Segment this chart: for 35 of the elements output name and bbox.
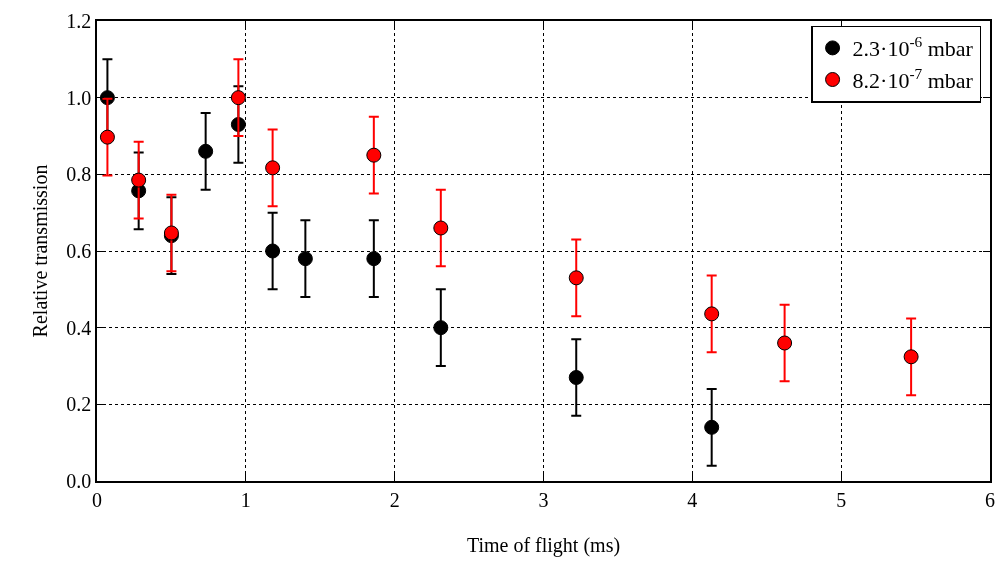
- y-tick-label: 0.6: [66, 240, 92, 262]
- point: [366, 251, 382, 267]
- point: [433, 320, 449, 336]
- point: [704, 306, 720, 322]
- point: [198, 143, 214, 159]
- point: [433, 220, 449, 236]
- legend-label: 2.3·10$^{-6}$ mbar: [852, 33, 974, 62]
- x-tick-label: 0: [92, 488, 102, 511]
- y-tick-label: 0.2: [66, 393, 92, 416]
- y-tick-label: 0.0: [66, 470, 92, 492]
- x-tick-label: 3: [538, 488, 549, 511]
- point: [230, 90, 246, 106]
- x-tick-label: 1: [240, 488, 251, 511]
- point: [265, 243, 281, 259]
- y-tick-label: 0.8: [66, 163, 92, 186]
- point: [131, 172, 147, 188]
- point: [265, 160, 281, 176]
- point: [568, 370, 584, 385]
- x-tick-label: 4: [687, 488, 698, 511]
- legend-label: 8.2·10$^{-7}$ mbar: [852, 64, 974, 94]
- point: [704, 419, 720, 435]
- point: [777, 335, 793, 351]
- point: [297, 251, 313, 267]
- x-tick-label: 5: [836, 488, 847, 511]
- point: [903, 349, 919, 365]
- x-axis-title: Time of flight (ms): [466, 533, 621, 557]
- x-tick-label: 2: [389, 488, 400, 511]
- point: [99, 129, 115, 145]
- y-tick-label: 1.0: [66, 86, 92, 109]
- point: [366, 147, 382, 163]
- point: [568, 270, 584, 286]
- y-tick-label: 0.4: [66, 316, 92, 339]
- x-tick-label: 6: [985, 488, 995, 511]
- y-axis-title: Relative transmission: [28, 164, 51, 338]
- y-tick-label: 1.2: [66, 10, 92, 32]
